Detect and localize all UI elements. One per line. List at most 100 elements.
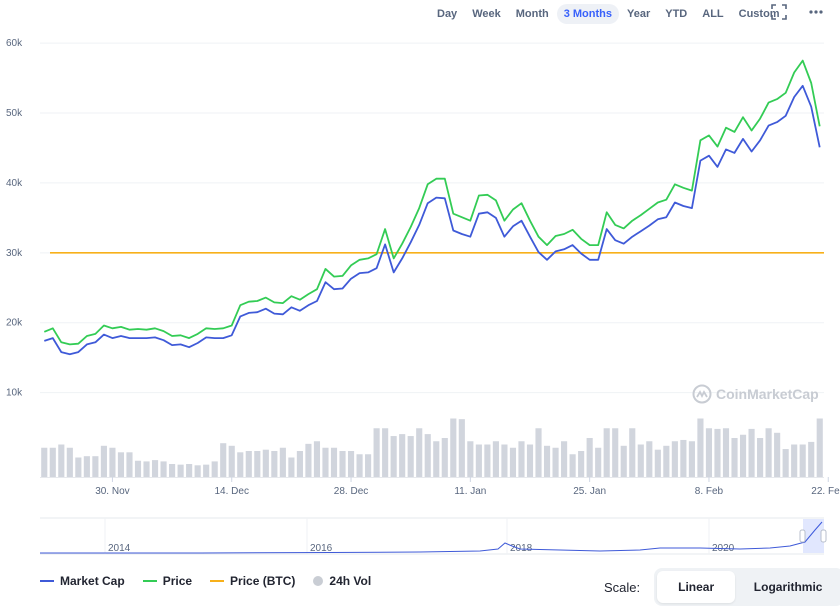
volume-bar <box>501 444 508 477</box>
volume-swatch <box>313 576 324 586</box>
volume-bar <box>654 449 661 477</box>
volume-bar <box>791 444 798 477</box>
volume-bar <box>492 441 499 477</box>
y-tick-label: 20k <box>6 318 23 329</box>
range-ytd-button[interactable]: YTD <box>665 8 688 20</box>
volume-bar <box>782 449 789 477</box>
volume-bar <box>126 452 133 477</box>
legend-market-cap[interactable]: Market Cap <box>40 574 125 588</box>
x-tick-label: 28. Dec <box>334 486 368 497</box>
volume-bar <box>365 454 372 477</box>
volume-bar <box>705 428 713 477</box>
range-3-months-button[interactable]: 3 Months <box>556 4 619 24</box>
volume-bar <box>373 428 380 477</box>
volume-bar <box>416 428 423 477</box>
navigator-selection[interactable] <box>803 519 824 553</box>
coinmarketcap-watermark: CoinMarketCap <box>692 384 819 404</box>
volume-bar <box>680 439 687 477</box>
volume-bar <box>279 447 286 477</box>
volume-bar <box>296 451 303 477</box>
scale-label: Scale: <box>604 579 641 595</box>
range-month-button[interactable]: Month <box>515 8 549 20</box>
volume-bar <box>620 445 627 477</box>
range-all-button[interactable]: ALL <box>702 8 724 20</box>
volume-bar <box>629 428 636 477</box>
volume-bar <box>407 436 414 477</box>
volume-bar <box>271 451 278 477</box>
watermark-text: CoinMarketCap <box>716 386 819 402</box>
scale-toggle-group: Linear Logarithmic <box>654 568 840 606</box>
price-swatch <box>142 580 157 582</box>
coinmarketcap-logo-icon <box>692 384 712 404</box>
volume-bar <box>458 419 465 477</box>
y-tick-label: 30k <box>6 248 23 259</box>
volume-bar <box>586 438 593 477</box>
navigator-year-label: 2016 <box>310 543 333 554</box>
volume-bar <box>313 441 321 477</box>
volume-bar <box>58 444 65 477</box>
volume-bar <box>552 447 559 477</box>
scale-linear-button[interactable]: Linear <box>657 571 736 603</box>
volume-bar <box>288 457 295 477</box>
volume-bar <box>245 451 252 477</box>
volume-bar <box>177 464 184 477</box>
range-custom-button[interactable]: Custom <box>738 8 780 20</box>
volume-bar <box>484 444 491 477</box>
volume-bar <box>774 432 781 477</box>
volume-bar <box>646 441 653 477</box>
volume-bar <box>92 456 99 477</box>
range-day-button[interactable]: Day <box>437 8 458 20</box>
volume-bar <box>765 428 772 477</box>
x-tick-label: 22. Feb <box>811 486 840 497</box>
volume-bar <box>748 428 755 477</box>
volume-bar <box>467 441 474 477</box>
navigator-right-handle[interactable] <box>820 529 827 543</box>
range-toolbar: Day Week Month 3 Months Year YTD ALL Cus… <box>430 3 840 25</box>
volume-bar <box>739 434 747 477</box>
y-tick-label: 60k <box>6 38 23 49</box>
volume-bar <box>160 461 167 477</box>
legend-price-btc-label: Price (BTC) <box>230 574 296 588</box>
volume-bar <box>347 451 355 477</box>
volume-bar <box>330 447 338 477</box>
volume-bar <box>561 441 568 477</box>
volume-bar <box>211 461 218 477</box>
legend-24h-vol[interactable]: 24h Vol <box>313 574 371 588</box>
volume-bar <box>475 444 482 477</box>
volume-bar <box>714 428 721 477</box>
volume-bar <box>83 456 90 477</box>
legend-price-btc[interactable]: Price (BTC) <box>210 574 295 588</box>
volume-bar <box>117 452 125 477</box>
fullscreen-icon[interactable] <box>771 4 787 20</box>
series-line-market-cap <box>44 84 821 356</box>
volume-bar <box>143 461 150 477</box>
volume-bar <box>441 438 448 477</box>
navigator-left-handle[interactable] <box>799 529 806 543</box>
range-year-button[interactable]: Year <box>627 8 651 20</box>
legend-24h-vol-label: 24h Vol <box>329 574 372 588</box>
volume-bar <box>424 434 431 477</box>
volume-bar <box>390 436 397 477</box>
volume-bar <box>808 441 815 477</box>
volume-bar <box>697 418 704 477</box>
volume-bar <box>535 428 542 477</box>
market-cap-swatch <box>40 580 54 582</box>
volume-bar <box>603 428 610 477</box>
scale-selector: Scale: Linear Logarithmic <box>604 568 840 606</box>
range-week-button[interactable]: Week <box>472 8 501 20</box>
navigator-history-line <box>40 521 823 554</box>
legend-price[interactable]: Price <box>142 574 192 588</box>
scale-logarithmic-button[interactable]: Logarithmic <box>753 580 823 594</box>
x-tick-label: 8. Feb <box>695 486 724 497</box>
volume-bar <box>526 444 534 477</box>
navigator-year-label: 2020 <box>712 543 735 554</box>
volume-bar <box>688 441 695 477</box>
volume-bar <box>262 449 269 477</box>
volume-bar <box>75 457 82 477</box>
more-options-icon[interactable] <box>808 4 824 20</box>
volume-bar <box>237 452 244 477</box>
y-tick-label: 50k <box>6 108 23 119</box>
price-chart[interactable]: 10k 20k 30k 40k 50k 60k 30. Nov 14. Dec 28. Dec 1… <box>0 0 840 500</box>
volume-bar <box>509 447 517 477</box>
